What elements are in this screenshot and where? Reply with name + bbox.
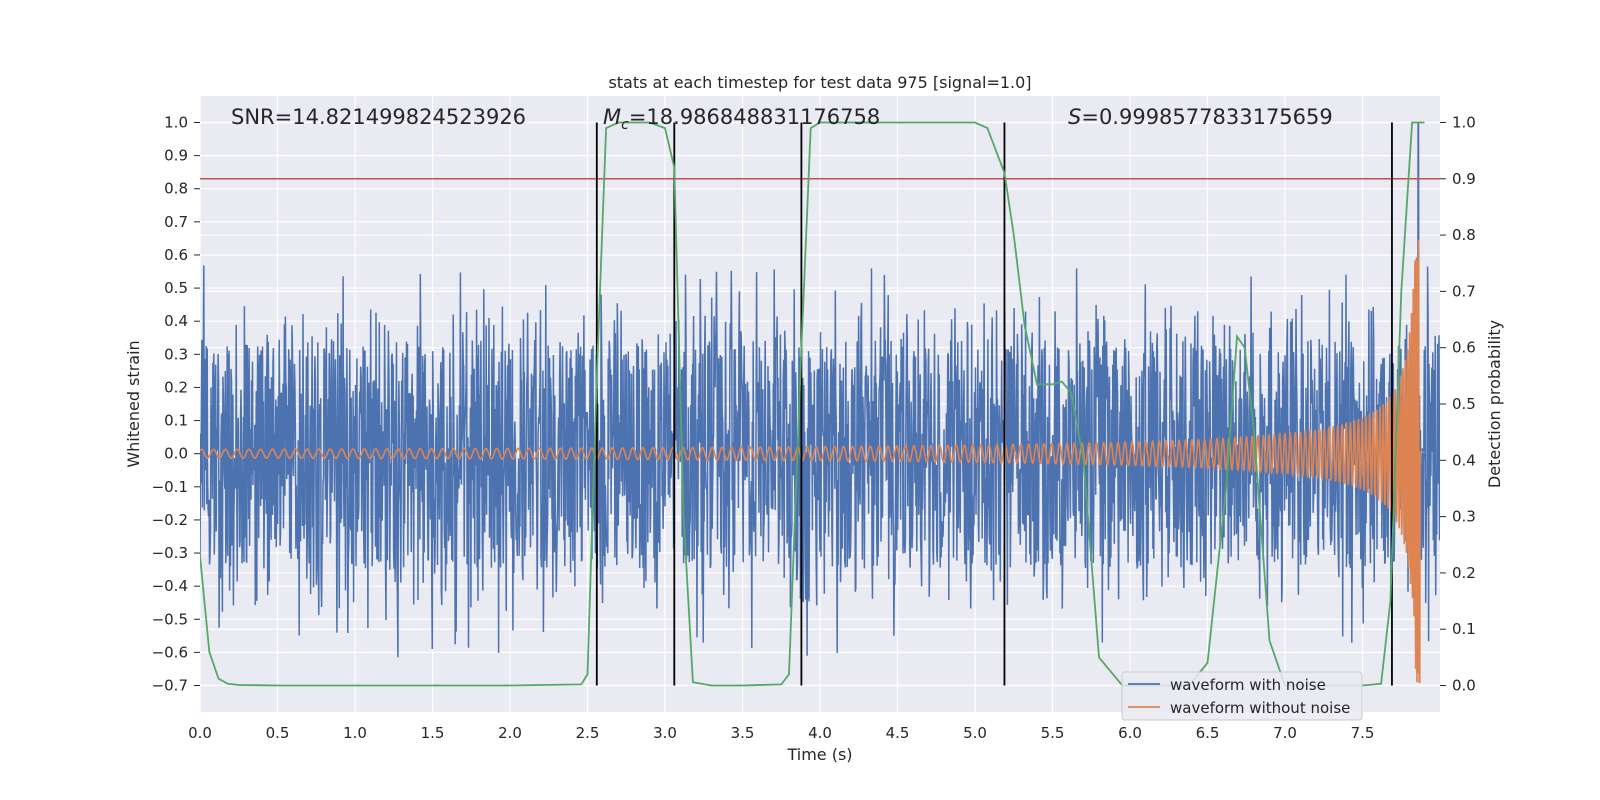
clean-waveform-line: [200, 239, 1425, 683]
chirp-mass-annotation: Mc=18.986848831176758: [603, 105, 880, 133]
event-lines: [595, 122, 1393, 686]
x-tick-label: 1.0: [343, 724, 367, 742]
legend: waveform with noise waveform without noi…: [1121, 671, 1363, 721]
y2-tick-label: 0.2: [1452, 564, 1476, 582]
y2-tick-label: 0.7: [1452, 282, 1476, 300]
x-tick-label: 4.0: [808, 724, 832, 742]
x-tick-label: 5.5: [1041, 724, 1065, 742]
x-tick-label: 7.5: [1351, 724, 1375, 742]
y-tick-label: 0.8: [164, 180, 188, 198]
probability-line: [200, 121, 1425, 687]
x-tick-label: 3.5: [731, 724, 755, 742]
series-detection-probability: [200, 121, 1425, 687]
x-tick-label: 2.5: [576, 724, 600, 742]
y-tick-label: −0.5: [152, 610, 188, 628]
x-tick-label: 7.0: [1273, 724, 1297, 742]
y-tick-label: 0.6: [164, 246, 188, 264]
y2-tick-label: 0.5: [1452, 395, 1476, 413]
x-axis-ticks: 0.0 0.5 1.0 1.5 2.0 2.5 3.0 3.5 4.0 4.5 5.0 5.5 6.0 6…: [188, 724, 1374, 742]
legend-box: [1121, 671, 1363, 721]
y2-axis-label: Detection probability: [1485, 320, 1504, 488]
y-tick-label: 0.0: [164, 445, 188, 463]
x-tick-label: 6.5: [1196, 724, 1220, 742]
y-tick-label: −0.1: [152, 478, 188, 496]
x-axis-label: Time (s): [786, 745, 852, 764]
x-tick-label: 0.0: [188, 724, 212, 742]
y-axis-label: Whitened strain: [124, 340, 143, 467]
y2-tick-label: 0.9: [1452, 170, 1476, 188]
y-tick-label: 0.3: [164, 345, 188, 363]
y-tick-label: 0.2: [164, 378, 188, 396]
y-tick-label: 0.9: [164, 147, 188, 165]
chirp-mass-value: =18.986848831176758: [629, 105, 880, 129]
x-tick-label: 4.5: [886, 724, 910, 742]
y-tick-label: 0.4: [164, 312, 188, 330]
y-axis-ticks: −0.7 −0.6 −0.5 −0.4 −0.3 −0.2 −0.1 0.0 0.1 0.2 0.3…: [152, 113, 200, 695]
y-tick-label: 0.7: [164, 213, 188, 231]
chart-title: stats at each timestep for test data 975…: [608, 73, 1031, 92]
y-tick-label: 1.0: [164, 113, 188, 131]
x-tick-label: 3.0: [653, 724, 677, 742]
s-annotation: S=0.9998577833175659: [1068, 105, 1333, 129]
y-tick-label: 0.5: [164, 279, 188, 297]
y2-tick-label: 0.3: [1452, 508, 1476, 526]
y2-tick-label: 0.1: [1452, 620, 1476, 638]
legend-label-noise: waveform with noise: [1170, 676, 1326, 694]
x-tick-label: 5.0: [963, 724, 987, 742]
legend-label-clean: waveform without noise: [1170, 699, 1350, 717]
x-tick-label: 0.5: [266, 724, 290, 742]
y2-tick-label: 0.4: [1452, 451, 1476, 469]
y2-tick-label: 1.0: [1452, 113, 1476, 131]
snr-annotation: SNR=14.821499824523926: [231, 105, 526, 129]
y-tick-label: −0.4: [152, 577, 188, 595]
series-waveform-without-noise: [200, 239, 1425, 683]
x-tick-label: 1.5: [421, 724, 445, 742]
s-value: =0.9998577833175659: [1081, 105, 1332, 129]
x-tick-label: 6.0: [1118, 724, 1142, 742]
y-tick-label: −0.6: [152, 643, 188, 661]
y2-tick-label: 0.8: [1452, 226, 1476, 244]
s-symbol: S: [1068, 105, 1081, 129]
y2-axis-ticks: 0.0 0.1 0.2 0.3 0.4 0.5 0.6 0.7 0.8 0.9 1.0: [1440, 113, 1476, 695]
y-tick-label: −0.7: [152, 677, 188, 695]
chirp-mass-subscript: c: [621, 117, 629, 133]
y2-tick-label: 0.0: [1452, 677, 1476, 695]
x-tick-label: 2.0: [498, 724, 522, 742]
y2-tick-label: 0.6: [1452, 339, 1476, 357]
y-tick-label: −0.3: [152, 544, 188, 562]
y-tick-label: −0.2: [152, 511, 188, 529]
y-tick-label: 0.1: [164, 412, 188, 430]
chirp-mass-symbol: M: [603, 105, 621, 129]
